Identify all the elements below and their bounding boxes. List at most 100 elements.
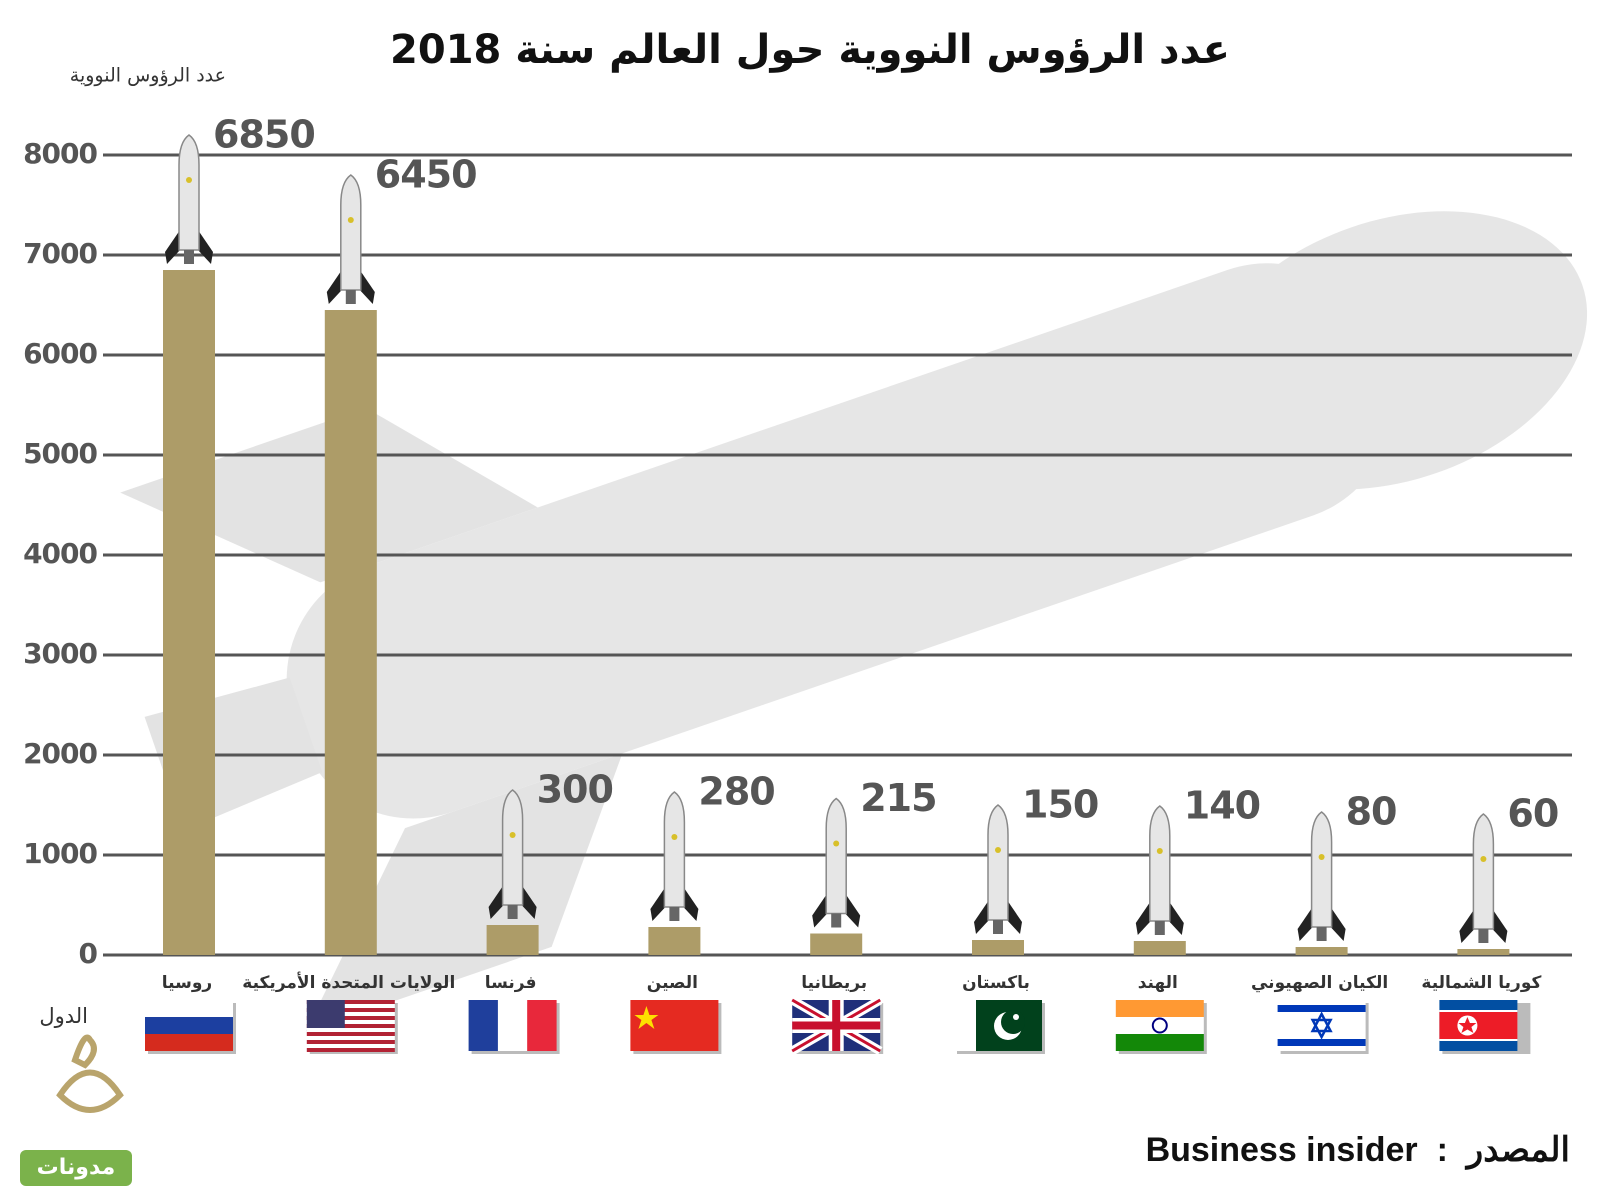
x-tick-label: الهند <box>1138 973 1178 993</box>
flag-part <box>468 1000 498 1051</box>
flag-part <box>306 1036 395 1040</box>
y-tick-label: 2000 <box>23 737 97 770</box>
flag-part <box>306 1044 395 1048</box>
flag-part <box>306 1016 395 1020</box>
rocket-fin <box>812 893 828 928</box>
rocket-body <box>1149 805 1171 922</box>
rocket-sign <box>347 217 354 223</box>
y-tick-label: 8000 <box>23 137 97 170</box>
rocket-body <box>178 134 200 251</box>
flag-part <box>1151 1017 1168 1034</box>
rocket-body <box>1310 811 1333 928</box>
rocket-body <box>340 174 362 291</box>
bar <box>810 933 863 955</box>
rocket-sign <box>509 832 516 838</box>
rocket <box>974 804 1022 934</box>
flag-part <box>1439 1012 1518 1039</box>
rocket <box>488 789 537 919</box>
rocket-fin <box>521 885 537 919</box>
x-tick-label: باكستان <box>962 973 1030 993</box>
flag-part <box>792 1000 881 1051</box>
value-label: 6450 <box>375 153 477 197</box>
value-label: 150 <box>1022 783 1098 827</box>
rocket-sign <box>995 847 1001 853</box>
flag-part <box>306 1048 395 1052</box>
rocket-body <box>987 804 1009 921</box>
rocket-nozzle <box>1478 929 1489 943</box>
value-label: 215 <box>860 776 936 820</box>
rocket-nozzle <box>345 290 356 304</box>
rocket-fin <box>650 887 666 921</box>
value-label: 300 <box>537 768 613 812</box>
x-tick-label: روسيا <box>162 973 212 993</box>
rocket-body <box>1472 813 1495 930</box>
rocket-fin <box>845 893 861 928</box>
flag-part <box>306 1000 395 1004</box>
rocket <box>165 134 213 264</box>
rocket-nozzle <box>993 920 1003 934</box>
logo-mark <box>56 1034 124 1113</box>
rocket-nozzle <box>1316 927 1327 941</box>
rocket-nozzle <box>1154 921 1165 935</box>
rocket <box>326 174 375 304</box>
y-tick-label: 0 <box>79 937 98 970</box>
source: المصدر : Business insider <box>1145 1131 1570 1169</box>
flag-part <box>1001 1010 1025 1034</box>
rocket-body <box>825 797 847 915</box>
bar <box>648 927 701 955</box>
rocket-nozzle <box>184 250 194 264</box>
flag-part <box>306 1000 345 1028</box>
flag <box>789 996 884 1055</box>
bar <box>1133 941 1186 955</box>
rocket-nozzle <box>831 913 842 928</box>
flag-part <box>1277 1039 1366 1046</box>
rocket-fin <box>326 270 342 304</box>
x-axis-label: الدول <box>39 1004 88 1028</box>
rocket-sign <box>1480 856 1487 862</box>
y-tick-label: 3000 <box>23 637 97 670</box>
rocket <box>812 797 861 928</box>
flag-part <box>306 1008 395 1012</box>
y-tick-label: 5000 <box>23 437 97 470</box>
value-label: 6850 <box>213 113 315 157</box>
flag <box>306 1000 398 1054</box>
flag <box>954 1000 1045 1054</box>
rocket-nozzle <box>507 905 518 919</box>
rocket-fin <box>1330 907 1346 941</box>
rocket <box>1135 805 1184 935</box>
y-tick-label: 7000 <box>23 237 97 270</box>
rocket-sign <box>833 840 840 847</box>
flag-part <box>145 1017 233 1034</box>
logo: مدونات <box>20 1034 132 1186</box>
rocket-sign <box>1318 854 1325 860</box>
x-tick-label: بريطانيا <box>801 973 867 993</box>
flag-part <box>497 1000 528 1051</box>
flag-part <box>306 1012 395 1016</box>
rocket-body <box>663 791 686 908</box>
bar <box>1457 949 1510 955</box>
rocket-sign <box>1156 848 1163 854</box>
x-tick-label: الصين <box>647 973 698 993</box>
flag-part <box>634 1006 659 1029</box>
flag-part <box>306 1024 395 1028</box>
flag-part <box>630 1000 719 1051</box>
flag-part <box>306 1040 395 1044</box>
flag-part <box>1013 1014 1019 1020</box>
flag-part <box>527 1000 557 1051</box>
flag <box>1115 1000 1207 1054</box>
rocket-sign <box>186 177 192 183</box>
flag-part <box>306 1020 395 1024</box>
rocket-fin <box>488 885 504 919</box>
bar <box>324 310 377 955</box>
logo-badge <box>20 1150 132 1186</box>
rocket-fin <box>1007 900 1022 934</box>
value-label: 80 <box>1346 790 1397 834</box>
logo-text: مدونات <box>37 1155 116 1180</box>
chart-title: عدد الرؤوس النووية حول العالم سنة 2018 <box>390 27 1230 73</box>
rocket-body <box>501 789 524 906</box>
flag-part <box>306 1028 395 1032</box>
rocket-fin <box>198 230 213 264</box>
x-tick-label: الولايات المتحدة الأمريكية <box>242 972 455 993</box>
